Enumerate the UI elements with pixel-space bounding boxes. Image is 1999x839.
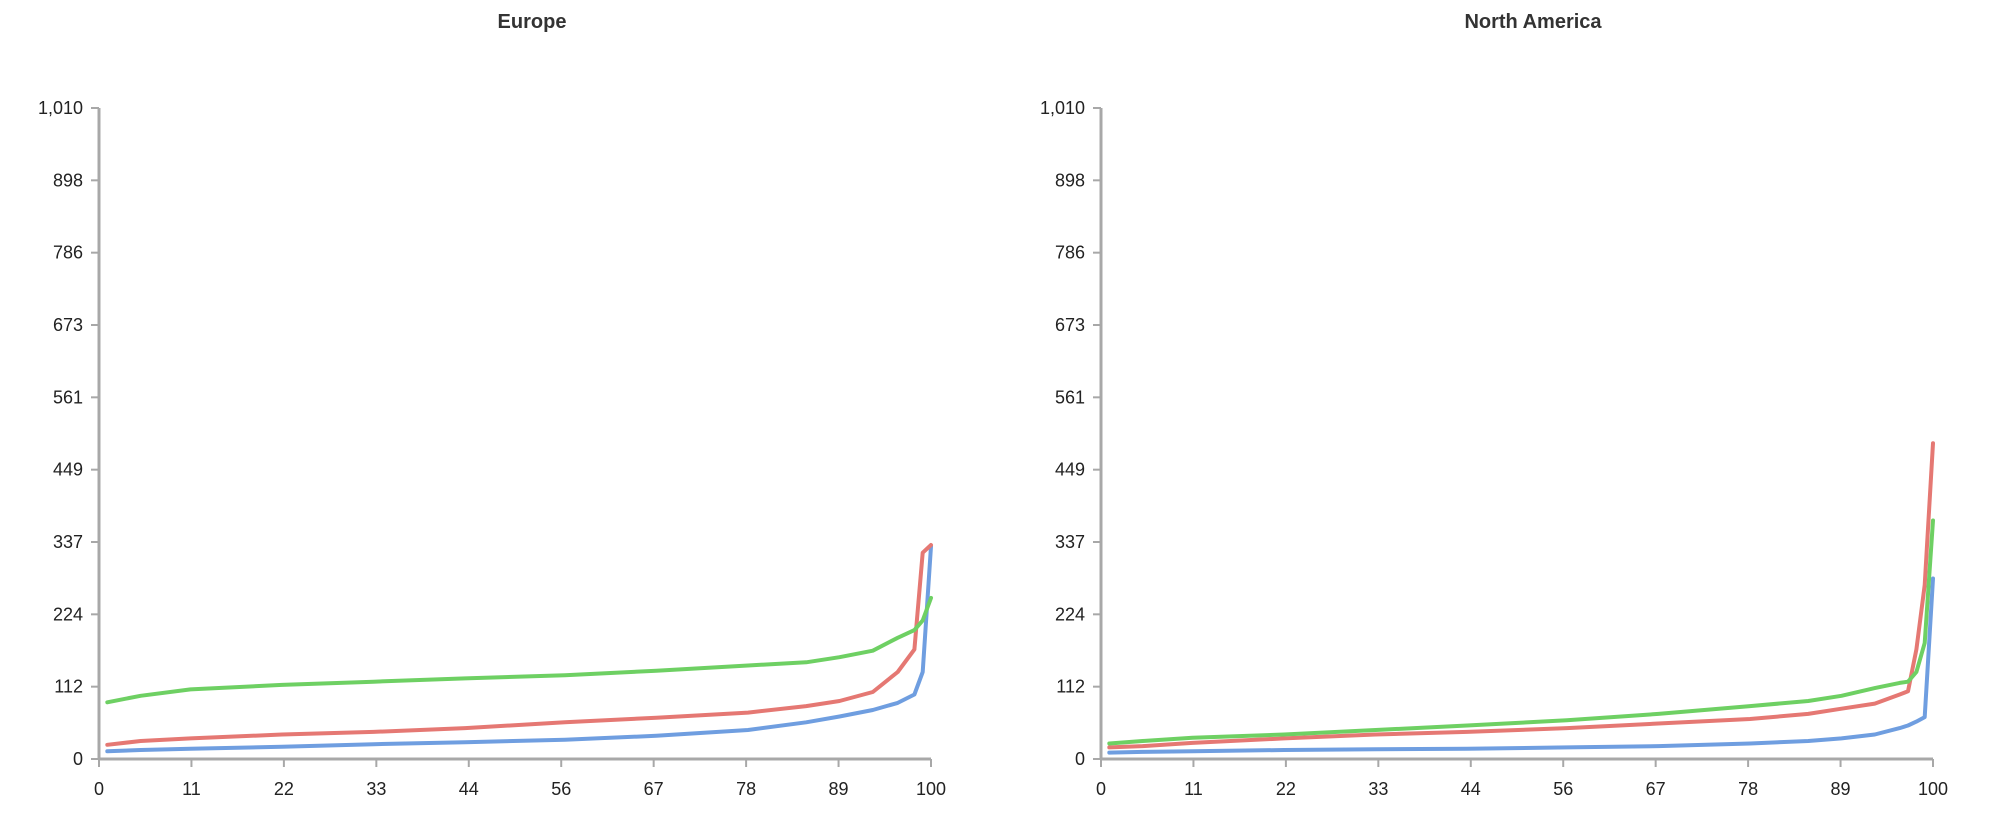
chart-europe: Europe 0 112 224 337 449 561 673 786 898 1,010 0 1… bbox=[38, 11, 946, 799]
y-tick-label: 1,010 bbox=[1040, 98, 1085, 118]
y-tick-label: 1,010 bbox=[38, 98, 83, 118]
y-tick-label: 898 bbox=[53, 170, 83, 190]
x-tick-label: 89 bbox=[829, 779, 849, 799]
y-tick-label: 337 bbox=[53, 532, 83, 552]
x-tick-label: 33 bbox=[366, 779, 386, 799]
x-tick-label: 11 bbox=[182, 779, 201, 799]
y-tick-label: 561 bbox=[1055, 387, 1085, 407]
x-axis-north-america: 0 11 22 33 44 56 67 78 89 100 bbox=[1096, 757, 1948, 799]
chart-title-north-america: North America bbox=[1464, 11, 1602, 33]
x-tick-label: 56 bbox=[1553, 779, 1573, 799]
series-line-red bbox=[105, 543, 933, 747]
x-tick-label: 78 bbox=[1738, 779, 1758, 799]
x-tick-label: 67 bbox=[1646, 779, 1666, 799]
x-tick-label: 22 bbox=[274, 779, 294, 799]
y-tick-label: 673 bbox=[1055, 315, 1085, 335]
series-line-blue bbox=[105, 544, 933, 754]
y-tick-label: 449 bbox=[53, 460, 83, 480]
chart-north-america: North America 0 112 224 337 449 561 673 786 898 1… bbox=[1040, 11, 1948, 799]
y-tick-label: 898 bbox=[1055, 170, 1085, 190]
chart-title-europe: Europe bbox=[498, 11, 567, 33]
y-tick-label: 786 bbox=[53, 243, 83, 263]
x-tick-label: 44 bbox=[459, 779, 479, 799]
x-tick-label: 89 bbox=[1831, 779, 1851, 799]
y-tick-label: 112 bbox=[1056, 677, 1085, 697]
y-tick-label: 786 bbox=[1055, 243, 1085, 263]
y-axis-north-america: 0 112 224 337 449 561 673 786 898 1,010 bbox=[1040, 98, 1103, 769]
series-line-green bbox=[1107, 518, 1935, 746]
y-tick-label: 337 bbox=[1055, 532, 1085, 552]
x-tick-label: 44 bbox=[1461, 779, 1481, 799]
y-tick-label: 449 bbox=[1055, 460, 1085, 480]
series-north-america bbox=[1107, 441, 1935, 755]
series-europe bbox=[105, 543, 933, 754]
x-tick-label: 67 bbox=[644, 779, 664, 799]
y-axis-europe: 0 112 224 337 449 561 673 786 898 1,010 bbox=[38, 98, 101, 769]
x-tick-label: 0 bbox=[94, 779, 104, 799]
x-tick-label: 100 bbox=[916, 779, 946, 799]
y-tick-label: 0 bbox=[1075, 749, 1085, 769]
x-tick-label: 11 bbox=[1184, 779, 1203, 799]
x-tick-label: 0 bbox=[1096, 779, 1106, 799]
y-tick-label: 673 bbox=[53, 315, 83, 335]
x-tick-label: 22 bbox=[1276, 779, 1296, 799]
series-line-green bbox=[105, 595, 933, 705]
y-tick-label: 112 bbox=[54, 677, 83, 697]
y-tick-label: 224 bbox=[1055, 604, 1085, 624]
series-line-blue bbox=[1107, 576, 1935, 755]
y-tick-label: 224 bbox=[53, 604, 83, 624]
x-tick-label: 33 bbox=[1368, 779, 1388, 799]
x-tick-label: 100 bbox=[1918, 779, 1948, 799]
x-axis-europe: 0 11 22 33 44 56 67 78 89 100 bbox=[94, 757, 946, 799]
x-tick-label: 56 bbox=[551, 779, 571, 799]
y-tick-label: 0 bbox=[73, 749, 83, 769]
x-tick-label: 78 bbox=[736, 779, 756, 799]
y-tick-label: 561 bbox=[53, 387, 83, 407]
